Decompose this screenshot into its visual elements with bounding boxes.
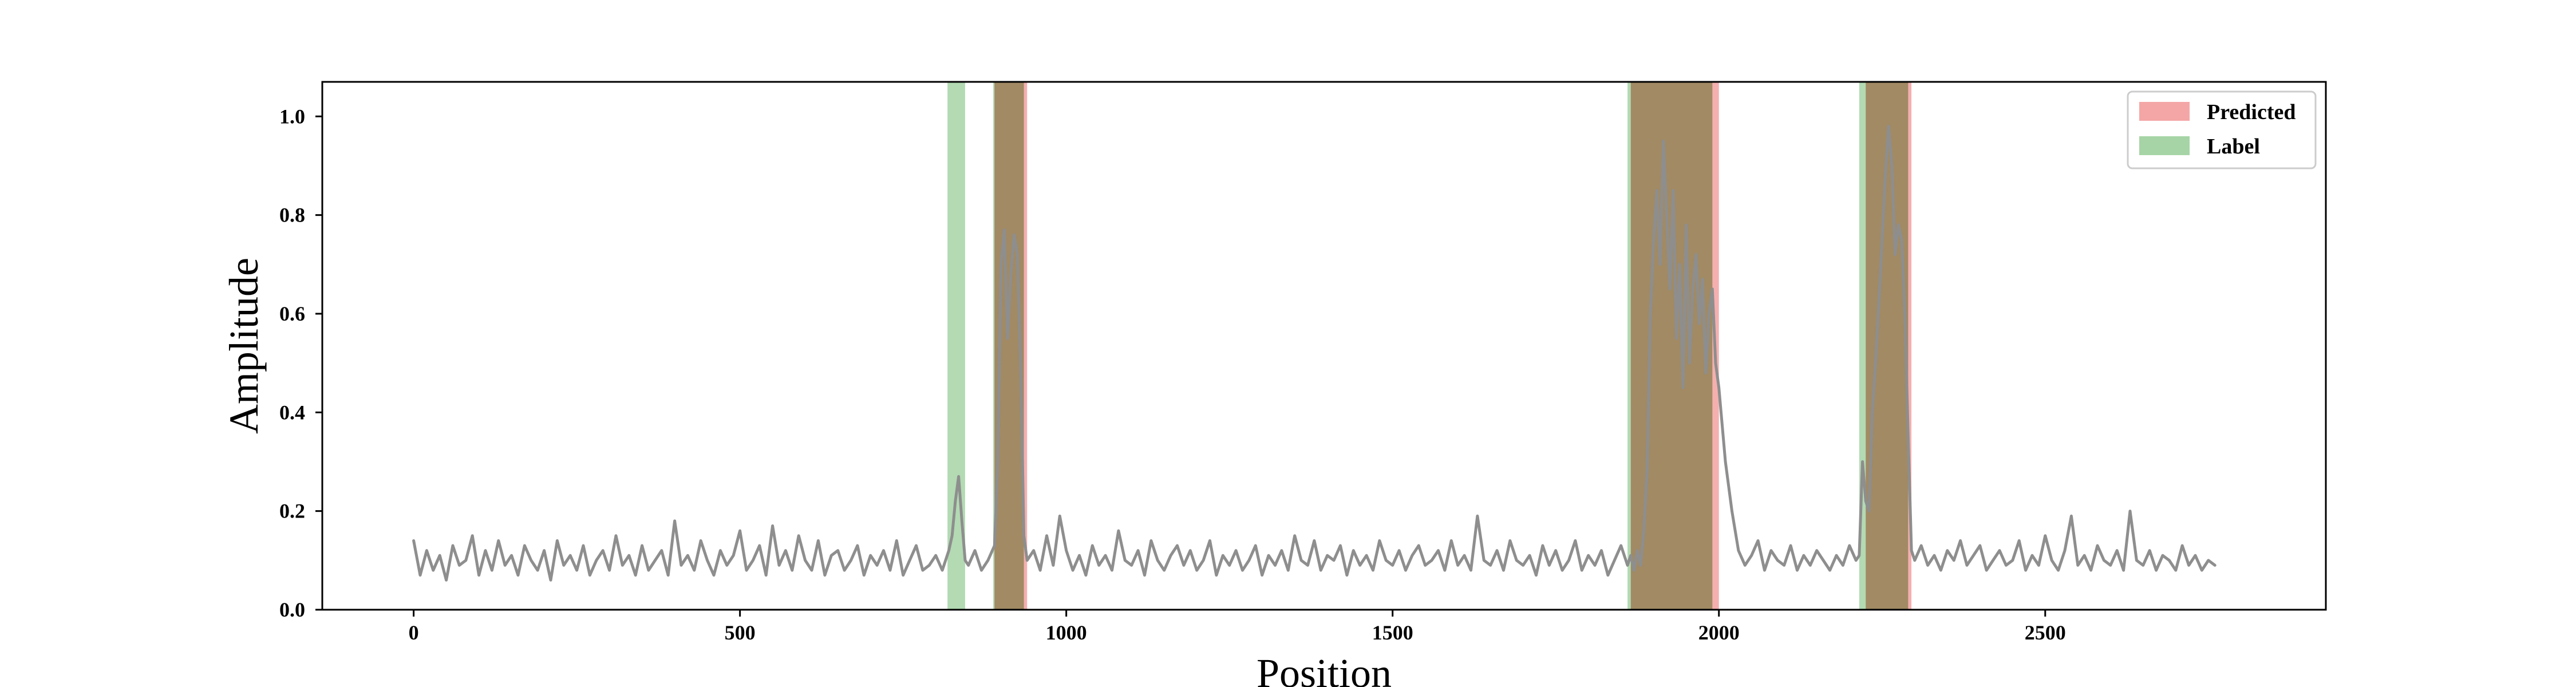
y-tick-label-1: 0.2 [279,500,305,523]
series-layer [412,125,2217,582]
y-tick-label-2: 0.4 [279,401,305,424]
legend-label-label: Label [2207,135,2260,159]
x-tick-label-5: 2500 [2025,621,2066,644]
x-tick-label-3: 1500 [1372,621,1413,644]
x-tick-label-2: 1000 [1046,621,1087,644]
label-spans [947,82,1909,610]
legend-swatch-label [2139,136,2190,155]
predicted-spans [994,82,1912,610]
y-tick-label-5: 1.0 [279,105,305,128]
series-line-signal [412,125,2217,582]
y-tick-label-4: 0.8 [279,204,305,227]
legend: Predicted Label [2127,90,2317,169]
y-axis-label: Amplitude [221,258,267,434]
x-tick-label-0: 0 [409,621,419,644]
legend-swatch-predicted [2139,102,2190,121]
y-tick-label-0: 0.0 [279,598,305,621]
y-tick-label-3: 0.6 [279,302,305,325]
x-tick-label-4: 2000 [1698,621,1740,644]
x-axis-label: Position [1257,650,1392,687]
x-tick-label-1: 500 [725,621,756,644]
x-axis-ticks: 0 500 1000 1500 2000 2500 [409,610,2066,644]
plot-area-frame [321,81,2327,611]
y-axis-ticks: 0.0 0.2 0.4 0.6 0.8 1.0 [279,105,322,621]
legend-label-predicted: Predicted [2207,100,2296,124]
